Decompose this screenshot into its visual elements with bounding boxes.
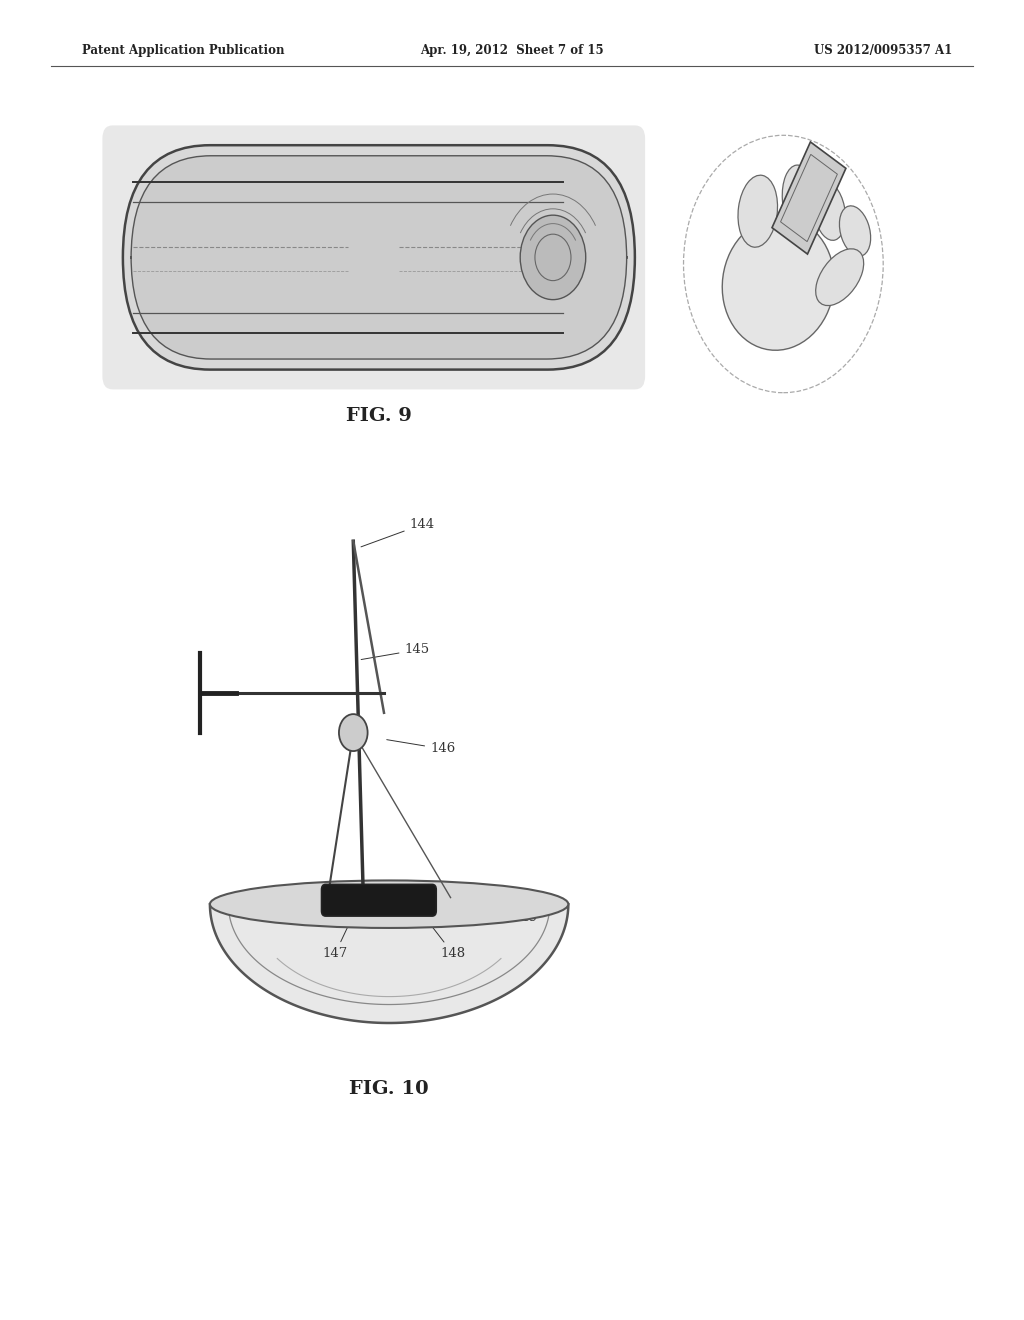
Text: Patent Application Publication: Patent Application Publication — [82, 44, 285, 57]
Polygon shape — [210, 904, 568, 1023]
FancyBboxPatch shape — [102, 125, 645, 389]
FancyBboxPatch shape — [322, 884, 436, 916]
Circle shape — [339, 714, 368, 751]
Text: FIG. 9: FIG. 9 — [346, 407, 412, 425]
Ellipse shape — [816, 248, 863, 306]
Text: Apr. 19, 2012  Sheet 7 of 15: Apr. 19, 2012 Sheet 7 of 15 — [420, 44, 604, 57]
FancyBboxPatch shape — [131, 156, 627, 359]
Text: 146: 146 — [387, 739, 456, 755]
FancyBboxPatch shape — [123, 145, 635, 370]
Text: 145: 145 — [361, 643, 430, 660]
Text: US 2012/0095357 A1: US 2012/0095357 A1 — [814, 44, 952, 57]
Ellipse shape — [840, 206, 870, 256]
Text: FIG. 10: FIG. 10 — [349, 1080, 429, 1098]
Ellipse shape — [210, 880, 568, 928]
Text: 144: 144 — [361, 517, 435, 546]
Polygon shape — [772, 143, 846, 253]
Ellipse shape — [782, 165, 815, 231]
Ellipse shape — [738, 176, 777, 247]
Text: 148: 148 — [417, 907, 466, 960]
Text: 149: 149 — [469, 903, 538, 924]
Circle shape — [520, 215, 586, 300]
Text: 147: 147 — [323, 907, 357, 960]
Ellipse shape — [722, 218, 835, 350]
Ellipse shape — [813, 182, 846, 240]
